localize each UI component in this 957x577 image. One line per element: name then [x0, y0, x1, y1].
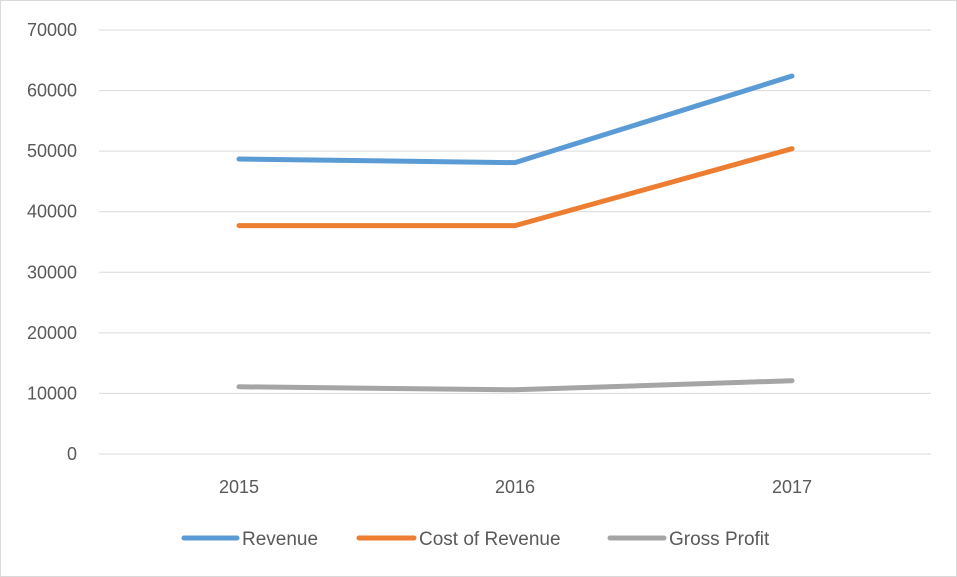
legend-label: Gross Profit — [669, 529, 770, 550]
x-tick-label: 2017 — [772, 477, 812, 497]
x-tick-label: 2016 — [495, 477, 535, 497]
data-point — [238, 225, 240, 227]
series-line-gross-profit — [236, 378, 795, 393]
data-point — [514, 389, 516, 391]
gridlines — [99, 29, 931, 455]
series-line-revenue — [236, 73, 795, 166]
y-axis-tick-labels: 0 10000 20000 30000 40000 50000 60000 70000 — [27, 20, 77, 464]
series-lines — [236, 73, 795, 393]
data-point — [791, 380, 793, 382]
legend: Revenue Cost of Revenue Gross Profit — [181, 529, 770, 550]
data-point — [514, 225, 516, 227]
y-tick-label: 50000 — [27, 141, 77, 161]
data-point — [238, 158, 240, 160]
y-tick-label: 20000 — [27, 323, 77, 343]
x-axis-tick-labels: 2015 2016 2017 — [219, 477, 812, 497]
data-point — [514, 162, 516, 164]
x-tick-label: 2015 — [219, 477, 259, 497]
data-point — [238, 386, 240, 388]
y-tick-label: 40000 — [27, 202, 77, 222]
y-tick-label: 10000 — [27, 383, 77, 403]
legend-label: Cost of Revenue — [419, 529, 561, 550]
y-tick-label: 70000 — [27, 20, 77, 40]
data-point — [791, 148, 793, 150]
y-tick-label: 30000 — [27, 262, 77, 282]
legend-label: Revenue — [242, 529, 318, 550]
y-tick-label: 60000 — [27, 81, 77, 101]
y-tick-label: 0 — [67, 444, 77, 464]
data-point — [791, 75, 793, 77]
